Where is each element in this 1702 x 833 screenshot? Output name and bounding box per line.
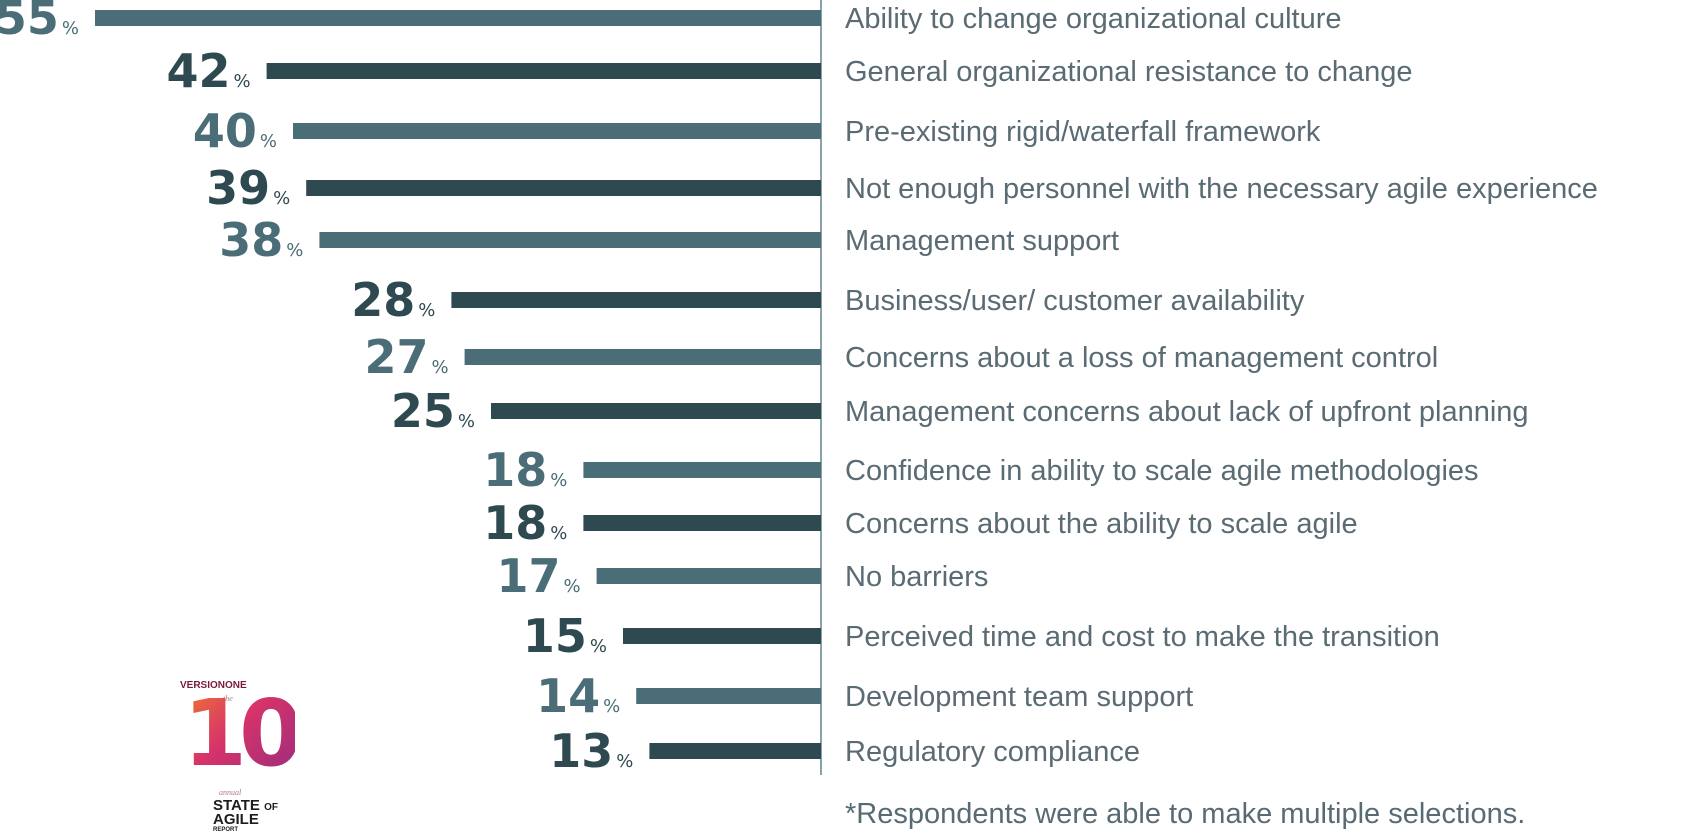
bar <box>491 403 821 419</box>
data-label: 15% <box>523 609 607 663</box>
bar <box>649 743 821 759</box>
bar <box>583 462 821 478</box>
data-label: 28% <box>351 273 435 327</box>
data-label: 13% <box>549 724 633 778</box>
logo-annual: annual <box>219 788 242 797</box>
category-label: Ability to change organizational culture <box>845 3 1342 35</box>
data-label: 38% <box>219 213 303 267</box>
bar <box>266 63 822 79</box>
data-label: 18% <box>483 443 567 497</box>
bar <box>636 688 821 704</box>
category-label: Management concerns about lack of upfron… <box>845 396 1529 428</box>
data-label: 27% <box>364 330 448 384</box>
category-label: Regulatory compliance <box>845 736 1140 768</box>
data-label: 14% <box>536 669 620 723</box>
bar <box>623 628 821 644</box>
bar <box>95 10 821 26</box>
logo-agile: AGILE <box>213 811 259 828</box>
footnote: *Respondents were able to make multiple … <box>845 798 1526 830</box>
logo-number: 10 <box>183 680 303 787</box>
category-label: General organizational resistance to cha… <box>845 56 1412 88</box>
data-label: 18% <box>483 496 567 550</box>
data-label: 17% <box>496 549 580 603</box>
bar <box>464 349 821 365</box>
data-label: 55% <box>0 0 79 45</box>
category-label: Concerns about a loss of management cont… <box>845 342 1438 374</box>
data-label: 42% <box>166 44 250 98</box>
category-label: Not enough personnel with the necessary … <box>845 173 1598 205</box>
logo-state: STATE OF <box>213 797 279 814</box>
bar <box>451 292 821 308</box>
data-label: 40% <box>193 104 277 158</box>
category-label: Confidence in ability to scale agile met… <box>845 455 1479 487</box>
bar <box>306 180 821 196</box>
data-label: 39% <box>206 161 290 215</box>
category-label: Perceived time and cost to make the tran… <box>845 621 1440 653</box>
category-label: Business/user/ customer availability <box>845 285 1305 317</box>
logo-the: the <box>223 694 233 703</box>
logo-brand: VERSIONONE <box>180 680 247 691</box>
state-of-agile-logo: VERSIONONE the 10 annual STATE OF AGILE … <box>175 680 325 833</box>
bar <box>319 232 821 248</box>
category-label: No barriers <box>845 561 988 593</box>
bar <box>596 568 821 584</box>
bar <box>583 515 821 531</box>
category-label: Management support <box>845 225 1119 257</box>
data-label: 25% <box>391 384 475 438</box>
bar <box>293 123 821 139</box>
category-label: Pre-existing rigid/waterfall framework <box>845 116 1321 148</box>
logo-report: REPORT <box>213 827 239 833</box>
category-label: Development team support <box>845 681 1193 713</box>
category-label: Concerns about the ability to scale agil… <box>845 508 1358 540</box>
